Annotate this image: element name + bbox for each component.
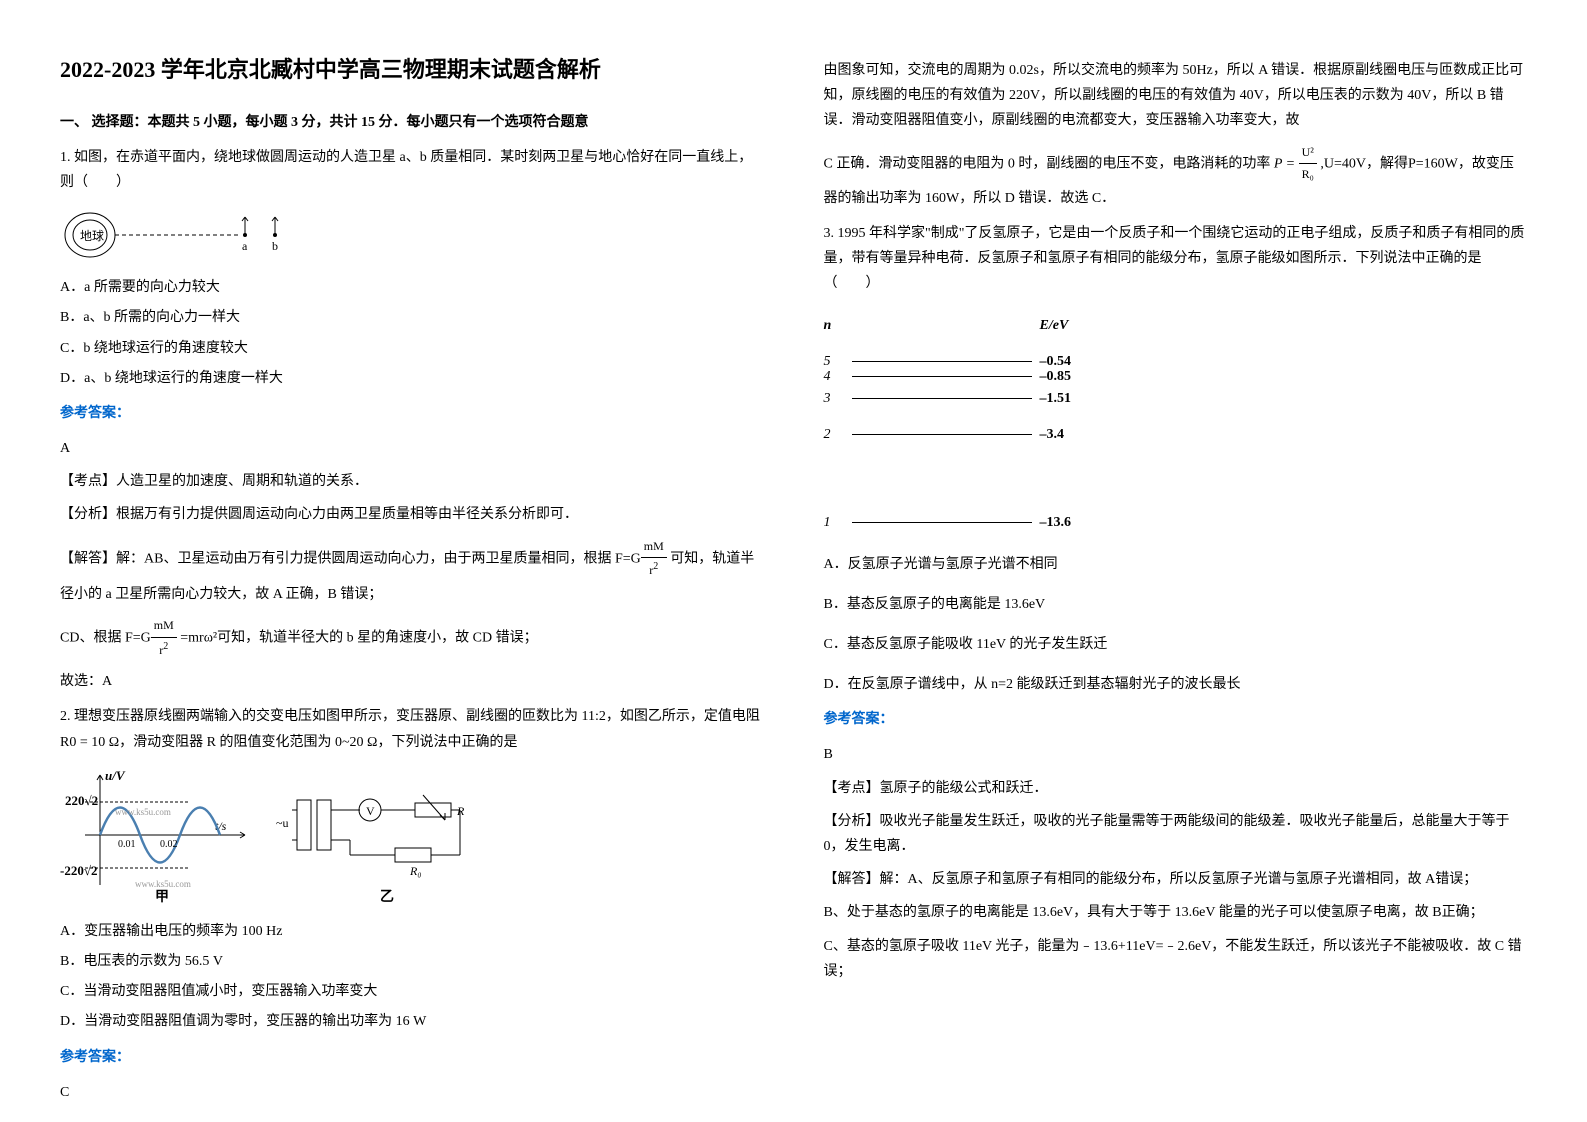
q3-analysis: 【分析】吸收光子能量发生跃迁，吸收的光子能量需等于两能级间的能级差．吸收光子能量… [824,809,1528,859]
question-2: 2. 理想变压器原线圈两端输入的交变电压如图甲所示，变压器原、副线圈的匝数比为 … [60,704,764,1105]
q1-optA: A．a 所需要的向心力较大 [60,275,764,300]
energy-diagram: n E/eV 5 –0.54 4 –0.85 3 –1.51 2 [824,312,1528,537]
q1-answer-label: 参考答案： [60,401,764,426]
q1-solve2-post: =mrω²可知，轨道半径大的 b 星的角速度小，故 CD 错误； [180,630,537,645]
q1-solve1: 【解答】解：AB、卫星运动由万有引力提供圆周运动向心力，由于两卫星质量相同，根据… [60,536,764,607]
main-title: 2022-2023 学年北京北臧村中学高三物理期末试题含解析 [60,50,764,90]
q2-optD: D．当滑动变阻器阻值调为零时，变压器的输出功率为 16 W [60,1009,764,1034]
q1-conclusion: 故选：A [60,669,764,694]
question-1: 1. 如图，在赤道平面内，绕地球做圆周运动的人造卫星 a、b 质量相同．某时刻两… [60,145,764,695]
svg-text:u/V: u/V [105,768,126,783]
q1-solve2-pre: CD、根据 [60,630,121,645]
q3-optC: C．基态反氢原子能吸收 11eV 的光子发生跃迁 [824,632,1528,657]
q1-optC: C．b 绕地球运行的角速度较大 [60,336,764,361]
q2-stem: 2. 理想变压器原线圈两端输入的交变电压如图甲所示，变压器原、副线圈的匝数比为 … [60,704,764,754]
svg-text:R₀: R₀ [409,864,422,878]
q2-answer-label: 参考答案： [60,1045,764,1070]
q2-optC: C．当滑动变阻器阻值减小时，变压器输入功率变大 [60,979,764,1004]
formula-2: F=GmMr2 [125,615,177,661]
svg-text:www.ks5u.com: www.ks5u.com [135,879,191,889]
q3-stem: 3. 1995 年科学家"制成"了反氢原子，它是由一个反质子和一个围绕它运动的正… [824,221,1528,297]
svg-text:0.02: 0.02 [160,839,178,850]
q3-answer: B [824,742,1528,767]
svg-text:www.ks5u.com: www.ks5u.com [115,807,171,817]
q2-right-text1: 由图象可知，交流电的周期为 0.02s，所以交流电的频率为 50Hz，所以 A … [824,58,1528,134]
header-n: n [824,312,844,340]
earth-label: 地球 [80,229,104,243]
section-title: 一、 选择题：本题共 5 小题，每小题 3 分，共计 15 分．每小题只有一个选… [60,110,764,135]
left-column: 2022-2023 学年北京北臧村中学高三物理期末试题含解析 一、 选择题：本题… [30,50,794,1072]
earth-orbit-svg: 地球 a b [60,205,340,260]
energy-level-1: 1 –13.6 [824,509,1528,537]
svg-text:220√2: 220√2 [65,793,98,808]
a-label: a [242,239,248,253]
earth-diagram: 地球 a b [60,205,764,265]
q3-solveA: 【解答】解：A、反氢原子和氢原子有相同的能级分布，所以反氢原子光谱与氢原子光谱相… [824,867,1528,892]
energy-level-2: 2 –3.4 [824,421,1528,449]
q1-answer: A [60,436,764,461]
q3-answer-label: 参考答案： [824,707,1528,732]
q3-optD: D．在反氢原子谱线中，从 n=2 能级跃迁到基态辐射光子的波长最长 [824,672,1528,697]
q3-optA: A．反氢原子光谱与氢原子光谱不相同 [824,552,1528,577]
q2-optA: A．变压器输出电压的频率为 100 Hz [60,919,764,944]
q2-optB: B．电压表的示数为 56.5 V [60,949,764,974]
svg-text:V: V [366,804,375,818]
svg-text:乙: 乙 [380,889,394,905]
question-3: 3. 1995 年科学家"制成"了反氢原子，它是由一个反质子和一个围绕它运动的正… [824,221,1528,984]
q1-analysis: 【分析】根据万有引力提供圆周运动向心力由两卫星质量相等由半径关系分析即可． [60,502,764,527]
q1-point: 【考点】人造卫星的加速度、周期和轨道的关系． [60,469,764,494]
power-formula: P = U²R₀ [1274,142,1317,186]
header-e: E/eV [1040,312,1069,340]
q1-optD: D．a、b 绕地球运行的角速度一样大 [60,366,764,391]
q1-optB: B．a、b 所需的向心力一样大 [60,305,764,330]
q2-right-text2: C 正确．滑动变阻器的电阻为 0 时，副线圈的电压不变，电路消耗的功率 P = … [824,142,1528,211]
q3-optB: B．基态反氢原子的电离能是 13.6eV [824,592,1528,617]
energy-level-3: 3 –1.51 [824,385,1528,413]
svg-text:甲: 甲 [155,889,169,905]
svg-text:0.01: 0.01 [118,839,136,850]
right-column: 由图象可知，交流电的周期为 0.02s，所以交流电的频率为 50Hz，所以 A … [794,50,1558,1072]
circuit-svg: u/V 220√2 -220√2 t/s 0.01 0.02 www.ks5u.… [60,765,480,905]
q1-solve1-pre: 【解答】解：AB、卫星运动由万有引力提供圆周运动向心力，由于两卫星质量相同，根据 [60,551,611,566]
q3-solveB: B、处于基态的氢原子的电离能是 13.6eV，具有大于等于 13.6eV 能量的… [824,900,1528,925]
circuit-diagram: u/V 220√2 -220√2 t/s 0.01 0.02 www.ks5u.… [60,765,764,909]
q1-solve2: CD、根据 F=GmMr2 =mrω²可知，轨道半径大的 b 星的角速度小，故 … [60,615,764,661]
q1-stem: 1. 如图，在赤道平面内，绕地球做圆周运动的人造卫星 a、b 质量相同．某时刻两… [60,145,764,195]
svg-text:-220√2: -220√2 [60,863,97,878]
q2-right-pre: C 正确．滑动变阻器的电阻为 0 时，副线圈的电压不变，电路消耗的功率 [824,156,1271,171]
b-label: b [272,239,278,253]
svg-text:~u: ~u [276,816,289,830]
energy-header: n E/eV [824,312,1528,340]
q3-point: 【考点】氢原子的能级公式和跃迁． [824,776,1528,801]
q2-answer: C [60,1080,764,1105]
q3-solveC: C、基态的氢原子吸收 11eV 光子，能量为﹣13.6+11eV=﹣2.6eV，… [824,934,1528,984]
formula-1: F=GmMr2 [615,536,667,582]
